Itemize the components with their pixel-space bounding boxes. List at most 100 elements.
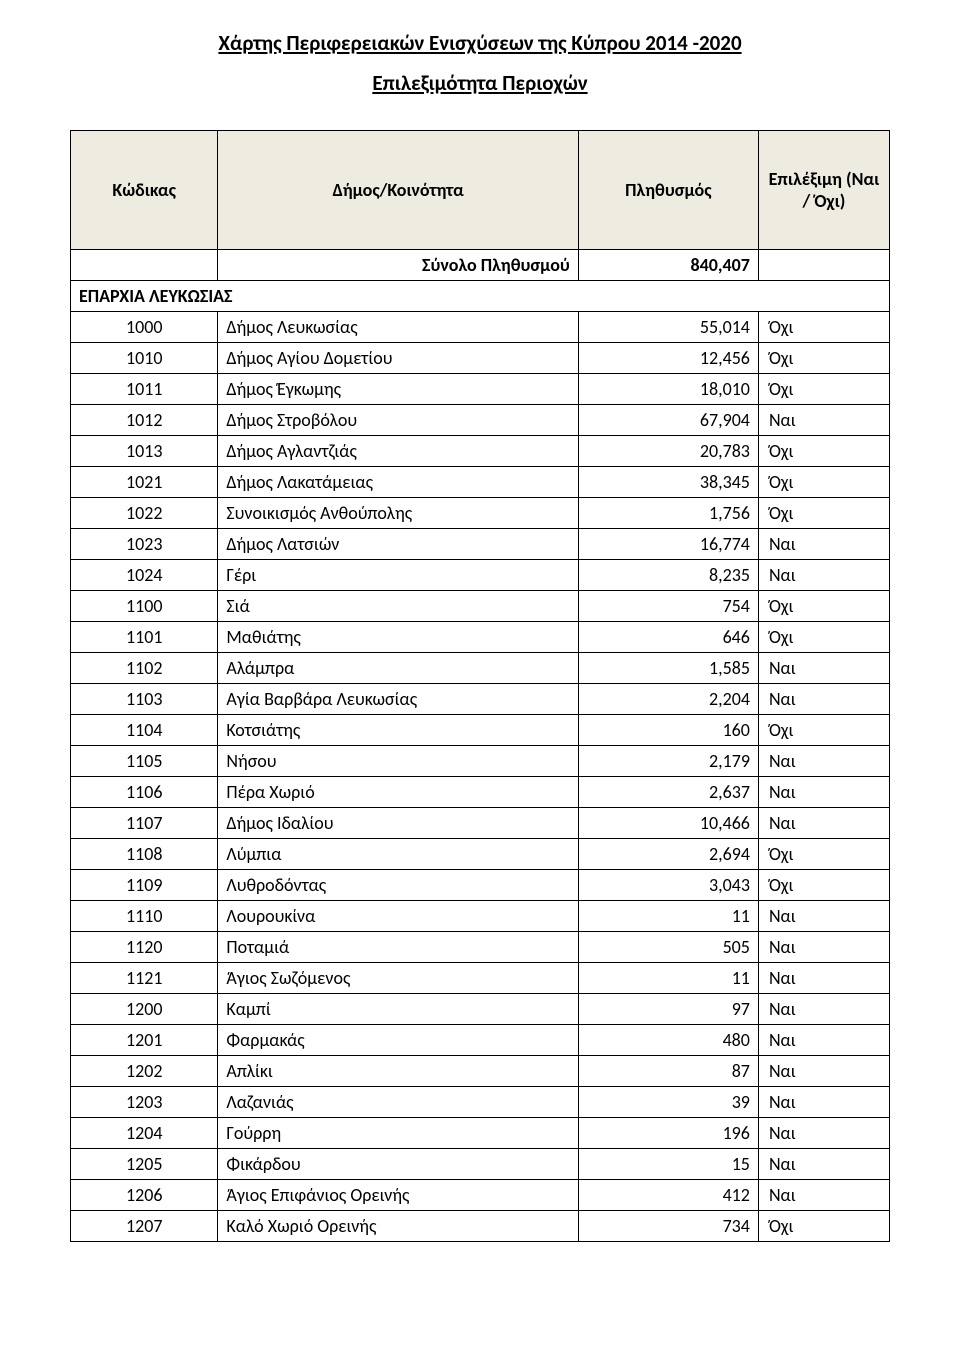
cell-population: 39 (578, 1087, 758, 1118)
cell-code: 1106 (71, 777, 218, 808)
cell-name: Λαζανιάς (218, 1087, 578, 1118)
table-row: 1110Λουρουκίνα11Ναι (71, 901, 890, 932)
cell-eligible: Όχι (758, 591, 889, 622)
table-row: 1102Αλάμπρα1,585Ναι (71, 653, 890, 684)
cell-eligible: Όχι (758, 839, 889, 870)
cell-population: 734 (578, 1211, 758, 1242)
cell-code: 1024 (71, 560, 218, 591)
table-row: 1106Πέρα Χωριό2,637Ναι (71, 777, 890, 808)
cell-population: 1,585 (578, 653, 758, 684)
table-row: 1013Δήμος Αγλαντζιάς20,783Όχι (71, 436, 890, 467)
total-empty-cell (71, 250, 218, 281)
cell-population: 10,466 (578, 808, 758, 839)
cell-population: 55,014 (578, 312, 758, 343)
cell-eligible: Ναι (758, 901, 889, 932)
cell-code: 1013 (71, 436, 218, 467)
cell-code: 1202 (71, 1056, 218, 1087)
cell-code: 1201 (71, 1025, 218, 1056)
cell-eligible: Ναι (758, 963, 889, 994)
table-row: 1022Συνοικισμός Ανθούπολης1,756Όχι (71, 498, 890, 529)
cell-name: Απλίκι (218, 1056, 578, 1087)
cell-eligible: Ναι (758, 994, 889, 1025)
table-row: 1104Κοτσιάτης160Όχι (71, 715, 890, 746)
cell-name: Γέρι (218, 560, 578, 591)
total-row: Σύνολο Πληθυσμού 840,407 (71, 250, 890, 281)
cell-code: 1109 (71, 870, 218, 901)
cell-population: 2,204 (578, 684, 758, 715)
cell-name: Δήμος Λατσιών (218, 529, 578, 560)
cell-code: 1203 (71, 1087, 218, 1118)
cell-name: Γούρρη (218, 1118, 578, 1149)
page-title: Χάρτης Περιφερειακών Ενισχύσεων της Κύπρ… (70, 30, 890, 56)
table-row: 1120Ποταμιά505Ναι (71, 932, 890, 963)
cell-name: Δήμος Ιδαλίου (218, 808, 578, 839)
table-row: 1100Σιά754Όχι (71, 591, 890, 622)
cell-population: 12,456 (578, 343, 758, 374)
cell-eligible: Όχι (758, 436, 889, 467)
cell-name: Άγιος Σωζόμενος (218, 963, 578, 994)
cell-code: 1207 (71, 1211, 218, 1242)
cell-population: 480 (578, 1025, 758, 1056)
cell-population: 2,694 (578, 839, 758, 870)
header-code: Κώδικας (71, 131, 218, 250)
cell-name: Άγιος Επιφάνιος Ορεινής (218, 1180, 578, 1211)
cell-population: 8,235 (578, 560, 758, 591)
cell-name: Νήσου (218, 746, 578, 777)
cell-code: 1104 (71, 715, 218, 746)
cell-name: Δήμος Λακατάμειας (218, 467, 578, 498)
table-row: 1024Γέρι8,235Ναι (71, 560, 890, 591)
header-name: Δήμος/Κοινότητα (218, 131, 578, 250)
cell-eligible: Όχι (758, 343, 889, 374)
cell-code: 1022 (71, 498, 218, 529)
table-row: 1023Δήμος Λατσιών16,774Ναι (71, 529, 890, 560)
cell-name: Δήμος Έγκωμης (218, 374, 578, 405)
cell-code: 1206 (71, 1180, 218, 1211)
cell-eligible: Όχι (758, 715, 889, 746)
cell-population: 3,043 (578, 870, 758, 901)
cell-name: Φικάρδου (218, 1149, 578, 1180)
table-row: 1103Αγία Βαρβάρα Λευκωσίας2,204Ναι (71, 684, 890, 715)
cell-population: 97 (578, 994, 758, 1025)
cell-eligible: Όχι (758, 622, 889, 653)
cell-name: Δήμος Λευκωσίας (218, 312, 578, 343)
table-row: 1108Λύμπια2,694Όχι (71, 839, 890, 870)
table-row: 1101Μαθιάτης646Όχι (71, 622, 890, 653)
cell-population: 11 (578, 901, 758, 932)
cell-eligible: Ναι (758, 1025, 889, 1056)
cell-name: Μαθιάτης (218, 622, 578, 653)
cell-population: 20,783 (578, 436, 758, 467)
table-row: 1205Φικάρδου15Ναι (71, 1149, 890, 1180)
cell-code: 1010 (71, 343, 218, 374)
cell-code: 1103 (71, 684, 218, 715)
cell-name: Δήμος Στροβόλου (218, 405, 578, 436)
cell-eligible: Ναι (758, 529, 889, 560)
table-body: Σύνολο Πληθυσμού 840,407 ΕΠΑΡΧΙΑ ΛΕΥΚΩΣΙ… (71, 250, 890, 1242)
cell-population: 1,756 (578, 498, 758, 529)
cell-population: 87 (578, 1056, 758, 1087)
header-population: Πληθυσμός (578, 131, 758, 250)
table-row: 1121Άγιος Σωζόμενος11Ναι (71, 963, 890, 994)
region-row: ΕΠΑΡΧΙΑ ΛΕΥΚΩΣΙΑΣ (71, 281, 890, 312)
cell-eligible: Ναι (758, 932, 889, 963)
cell-code: 1108 (71, 839, 218, 870)
cell-population: 2,637 (578, 777, 758, 808)
table-row: 1021Δήμος Λακατάμειας38,345Όχι (71, 467, 890, 498)
cell-name: Δήμος Αγίου Δομετίου (218, 343, 578, 374)
cell-eligible: Ναι (758, 1056, 889, 1087)
cell-eligible: Όχι (758, 312, 889, 343)
cell-name: Λύμπια (218, 839, 578, 870)
total-value: 840,407 (578, 250, 758, 281)
cell-name: Σιά (218, 591, 578, 622)
cell-code: 1110 (71, 901, 218, 932)
cell-code: 1120 (71, 932, 218, 963)
table-row: 1010Δήμος Αγίου Δομετίου12,456Όχι (71, 343, 890, 374)
cell-name: Αλάμπρα (218, 653, 578, 684)
cell-code: 1121 (71, 963, 218, 994)
cell-population: 754 (578, 591, 758, 622)
total-label: Σύνολο Πληθυσμού (218, 250, 578, 281)
cell-name: Λουρουκίνα (218, 901, 578, 932)
cell-population: 67,904 (578, 405, 758, 436)
cell-population: 18,010 (578, 374, 758, 405)
cell-population: 16,774 (578, 529, 758, 560)
cell-eligible: Ναι (758, 746, 889, 777)
